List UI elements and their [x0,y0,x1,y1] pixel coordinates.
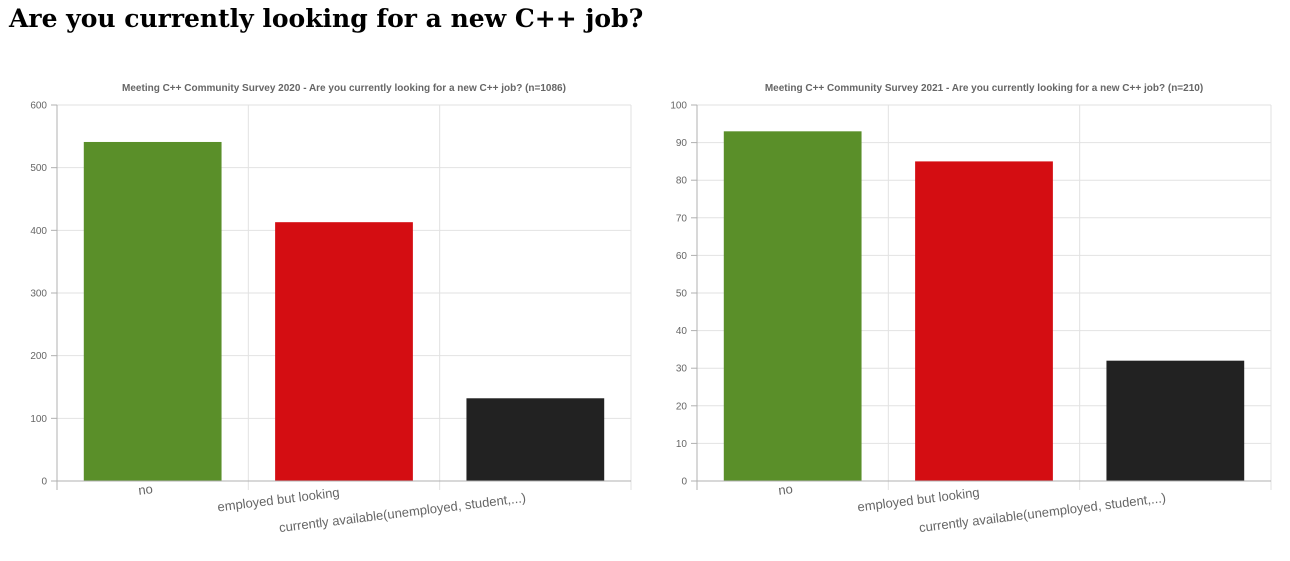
y-tick-label: 0 [681,477,687,488]
x-category-label: employed but looking [857,485,981,515]
bar-no[interactable] [723,131,862,481]
y-tick-label: 200 [30,351,47,362]
y-tick-label: 60 [676,251,688,262]
y-tick-label: 80 [676,176,688,187]
y-tick-label: 0 [41,477,47,488]
y-tick-label: 300 [30,289,47,300]
y-tick-label: 100 [30,414,47,425]
y-tick-label: 10 [676,439,688,450]
chart-2021: Meeting C++ Community Survey 2021 - Are … [670,83,1272,535]
y-tick-label: 30 [676,364,688,375]
y-tick-label: 400 [30,226,47,237]
y-tick-label: 40 [676,326,688,337]
y-tick-label: 50 [676,289,688,300]
page-title: Are you currently looking for a new C++ … [9,4,644,33]
chart-2020: Meeting C++ Community Survey 2020 - Are … [30,83,632,535]
x-category-label: no [137,481,153,498]
y-tick-label: 90 [676,138,688,149]
y-tick-label: 20 [676,401,688,412]
y-tick-label: 500 [30,163,47,174]
x-category-label: no [777,481,793,498]
chart-title: Meeting C++ Community Survey 2020 - Are … [122,83,566,94]
y-tick-label: 600 [30,101,47,112]
bar-employed-but-looking[interactable] [275,222,413,482]
bar-currently-available[interactable] [1106,360,1245,481]
y-tick-label: 70 [676,213,688,224]
x-category-label: employed but looking [217,485,341,515]
bar-no[interactable] [83,141,222,481]
y-tick-label: 100 [670,101,687,112]
chart-title: Meeting C++ Community Survey 2021 - Are … [765,83,1203,94]
bar-currently-available[interactable] [466,398,605,481]
bar-employed-but-looking[interactable] [915,161,1053,481]
